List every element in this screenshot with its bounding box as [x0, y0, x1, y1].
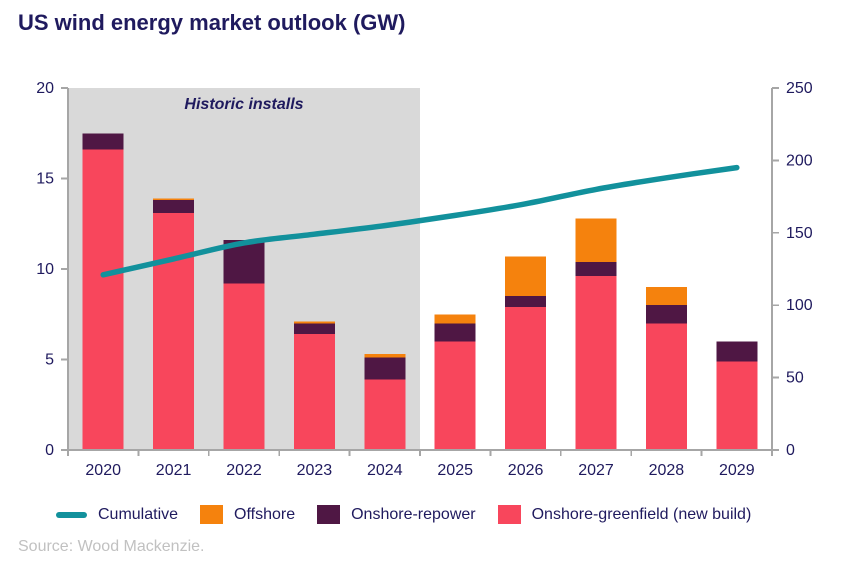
legend-label: Offshore [234, 505, 296, 523]
svg-text:100: 100 [786, 297, 813, 314]
historic-installs-label: Historic installs [184, 96, 304, 113]
svg-text:2021: 2021 [156, 462, 192, 479]
svg-text:2023: 2023 [297, 462, 333, 479]
legend-item-onshore-repower: Onshore-repower [317, 505, 476, 524]
svg-text:2026: 2026 [508, 462, 544, 479]
page-title: US wind energy market outlook (GW) [18, 10, 406, 35]
onshore-greenfield-swatch-icon [497, 505, 521, 524]
legend-item-offshore: Offshore [200, 505, 295, 524]
svg-text:2027: 2027 [578, 462, 614, 479]
legend-label: Cumulative [98, 505, 179, 523]
svg-text:15: 15 [36, 171, 54, 188]
svg-text:50: 50 [786, 370, 804, 387]
svg-text:2028: 2028 [649, 462, 685, 479]
svg-text:2024: 2024 [367, 462, 403, 479]
svg-text:20: 20 [36, 80, 54, 97]
onshore-repower-swatch-icon [317, 505, 341, 524]
svg-text:150: 150 [786, 225, 813, 242]
svg-text:2029: 2029 [719, 462, 755, 479]
svg-text:2020: 2020 [85, 462, 121, 479]
svg-text:0: 0 [786, 442, 795, 459]
chart-legend: Cumulative Offshore Onshore-repower Onsh… [56, 505, 751, 524]
offshore-swatch-icon [200, 505, 224, 524]
svg-text:2022: 2022 [226, 462, 262, 479]
legend-item-cumulative: Cumulative [56, 506, 178, 524]
legend-label: Onshore-repower [351, 505, 476, 523]
svg-text:0: 0 [45, 442, 54, 459]
svg-text:250: 250 [786, 80, 813, 97]
legend-label: Onshore-greenfield (new build) [531, 505, 752, 523]
source-text: Source: Wood Mackenzie. [18, 538, 205, 555]
svg-text:2025: 2025 [437, 462, 473, 479]
cumulative-line-icon [56, 511, 87, 518]
legend-item-onshore-greenfield: Onshore-greenfield (new build) [497, 505, 752, 524]
svg-text:5: 5 [45, 352, 54, 369]
svg-text:10: 10 [36, 261, 54, 278]
svg-text:200: 200 [786, 152, 813, 169]
